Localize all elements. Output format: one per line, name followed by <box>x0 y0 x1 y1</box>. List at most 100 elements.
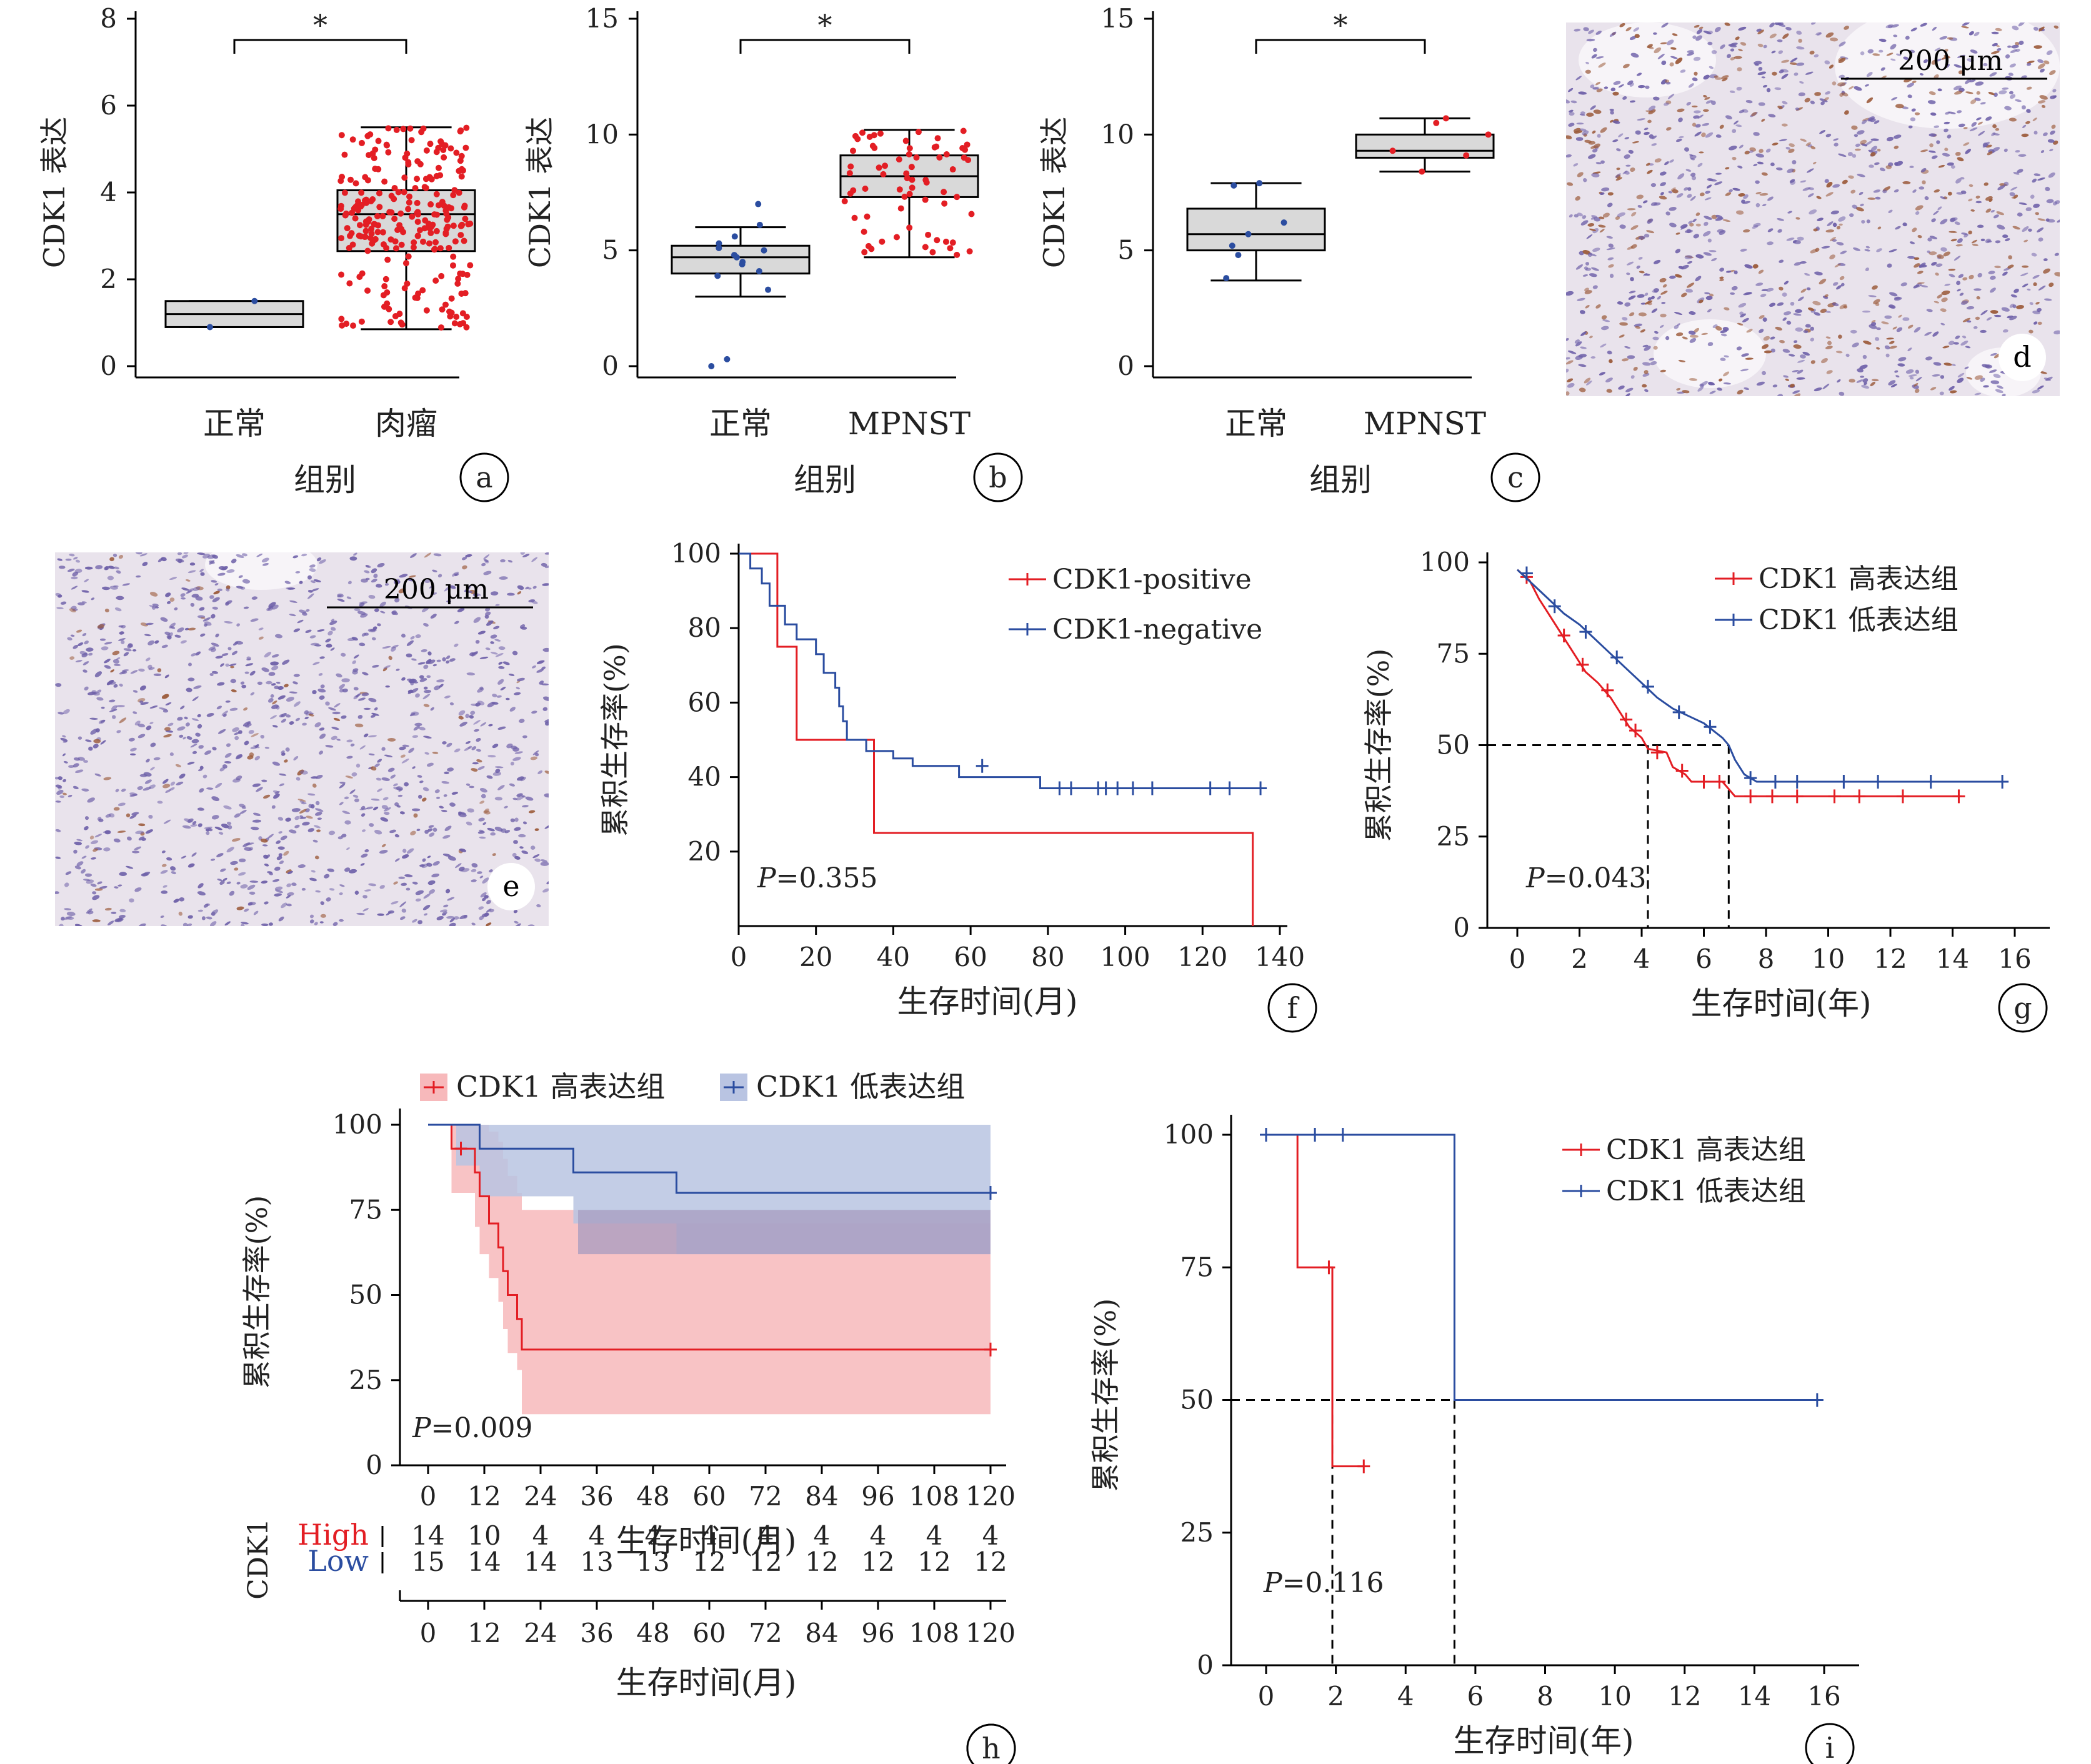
cell-nucleus <box>444 586 451 592</box>
cell-nucleus <box>227 647 232 650</box>
cell-nucleus <box>1570 100 1577 104</box>
cell-nucleus <box>1832 81 1837 86</box>
cell-nucleus <box>1736 86 1742 91</box>
cell-nucleus <box>1619 22 1625 27</box>
cell-nucleus <box>332 922 338 926</box>
cell-nucleus <box>267 834 274 839</box>
cell-nucleus <box>1783 375 1789 378</box>
cell-nucleus <box>427 855 431 859</box>
cell-nucleus <box>1889 341 1895 344</box>
lumen <box>1654 319 1766 388</box>
cell-nucleus <box>283 850 289 856</box>
cell-nucleus <box>238 575 243 579</box>
cell-nucleus <box>1744 387 1749 391</box>
cell-nucleus <box>1763 336 1770 341</box>
cell-nucleus <box>391 900 399 905</box>
y-tick-label: 6 <box>100 90 117 121</box>
significance-star: * <box>313 8 327 42</box>
cell-nucleus <box>108 566 115 569</box>
cell-nucleus <box>544 793 549 798</box>
cell-nucleus <box>1966 306 1975 310</box>
data-point <box>459 310 466 317</box>
cell-nucleus <box>1886 337 1894 340</box>
cell-nucleus <box>402 849 407 853</box>
cell-nucleus <box>1874 162 1880 166</box>
cell-nucleus <box>1761 344 1769 349</box>
cell-nucleus <box>1884 345 1890 350</box>
cell-nucleus <box>171 871 176 875</box>
cell-nucleus <box>1660 42 1667 44</box>
data-point <box>447 145 454 152</box>
cell-nucleus <box>1593 143 1600 149</box>
y-tick-label: 50 <box>349 1280 382 1310</box>
cell-nucleus <box>1601 315 1607 320</box>
cell-nucleus <box>1685 169 1692 172</box>
cell-nucleus <box>1615 173 1621 178</box>
risk-count: 12 <box>749 1547 782 1577</box>
cell-nucleus <box>339 892 343 895</box>
cell-nucleus <box>1599 229 1605 233</box>
data-point <box>438 272 445 279</box>
cell-nucleus <box>1759 192 1769 196</box>
cell-nucleus <box>1692 105 1698 107</box>
data-point <box>902 137 909 144</box>
data-point <box>414 232 421 239</box>
cell-nucleus <box>1625 164 1631 167</box>
cell-nucleus <box>374 763 380 767</box>
cell-nucleus <box>1931 262 1937 266</box>
cell-nucleus <box>69 656 75 660</box>
cell-nucleus <box>1582 130 1589 136</box>
cell-nucleus <box>1707 238 1712 242</box>
cell-nucleus <box>1960 341 1969 346</box>
cell-nucleus <box>1982 141 1990 148</box>
cell-nucleus <box>401 634 406 638</box>
data-point <box>966 248 973 255</box>
cell-nucleus <box>1933 210 1939 216</box>
data-point <box>423 307 430 314</box>
cell-nucleus <box>1900 282 1907 287</box>
p-value-label: P=0.043 <box>1525 862 1646 894</box>
cell-nucleus <box>1990 287 1996 293</box>
cell-nucleus <box>1702 122 1710 126</box>
cell-nucleus <box>1679 136 1684 139</box>
cell-nucleus <box>532 750 539 755</box>
cell-nucleus <box>1805 142 1812 146</box>
risk-count: 13 <box>580 1547 613 1577</box>
cell-nucleus <box>377 623 381 627</box>
cell-nucleus <box>1678 117 1683 122</box>
cell-nucleus <box>1965 149 1971 154</box>
cell-nucleus <box>131 850 140 854</box>
cell-nucleus <box>1810 101 1815 104</box>
cell-nucleus <box>361 578 368 583</box>
data-point <box>364 247 371 254</box>
cell-nucleus <box>1997 185 2005 191</box>
cell-nucleus <box>467 585 472 589</box>
cell-nucleus <box>1707 178 1714 181</box>
cell-nucleus <box>206 916 212 920</box>
cell-nucleus <box>1877 148 1881 152</box>
cell-nucleus <box>258 627 264 630</box>
cell-nucleus <box>341 678 350 683</box>
cell-nucleus <box>1777 229 1782 233</box>
cell-nucleus <box>97 689 102 693</box>
cell-nucleus <box>1825 346 1833 349</box>
cell-nucleus <box>428 825 434 829</box>
cell-nucleus <box>1647 44 1653 49</box>
cell-nucleus <box>1996 385 2004 389</box>
cell-nucleus <box>230 679 237 684</box>
cell-nucleus <box>2043 132 2048 136</box>
cell-nucleus <box>1714 26 1721 32</box>
cell-nucleus <box>394 597 400 603</box>
data-point <box>765 286 772 293</box>
cell-nucleus <box>1589 273 1597 277</box>
cell-nucleus <box>2033 27 2039 31</box>
cell-nucleus <box>341 834 347 838</box>
cell-nucleus <box>1844 110 1849 115</box>
cell-nucleus <box>1789 62 1797 65</box>
cell-nucleus <box>1574 214 1579 218</box>
cell-nucleus <box>479 836 486 839</box>
cell-nucleus <box>1715 172 1722 175</box>
cell-nucleus <box>1622 317 1628 321</box>
cell-nucleus <box>1800 180 1807 183</box>
cell-nucleus <box>1922 180 1926 185</box>
